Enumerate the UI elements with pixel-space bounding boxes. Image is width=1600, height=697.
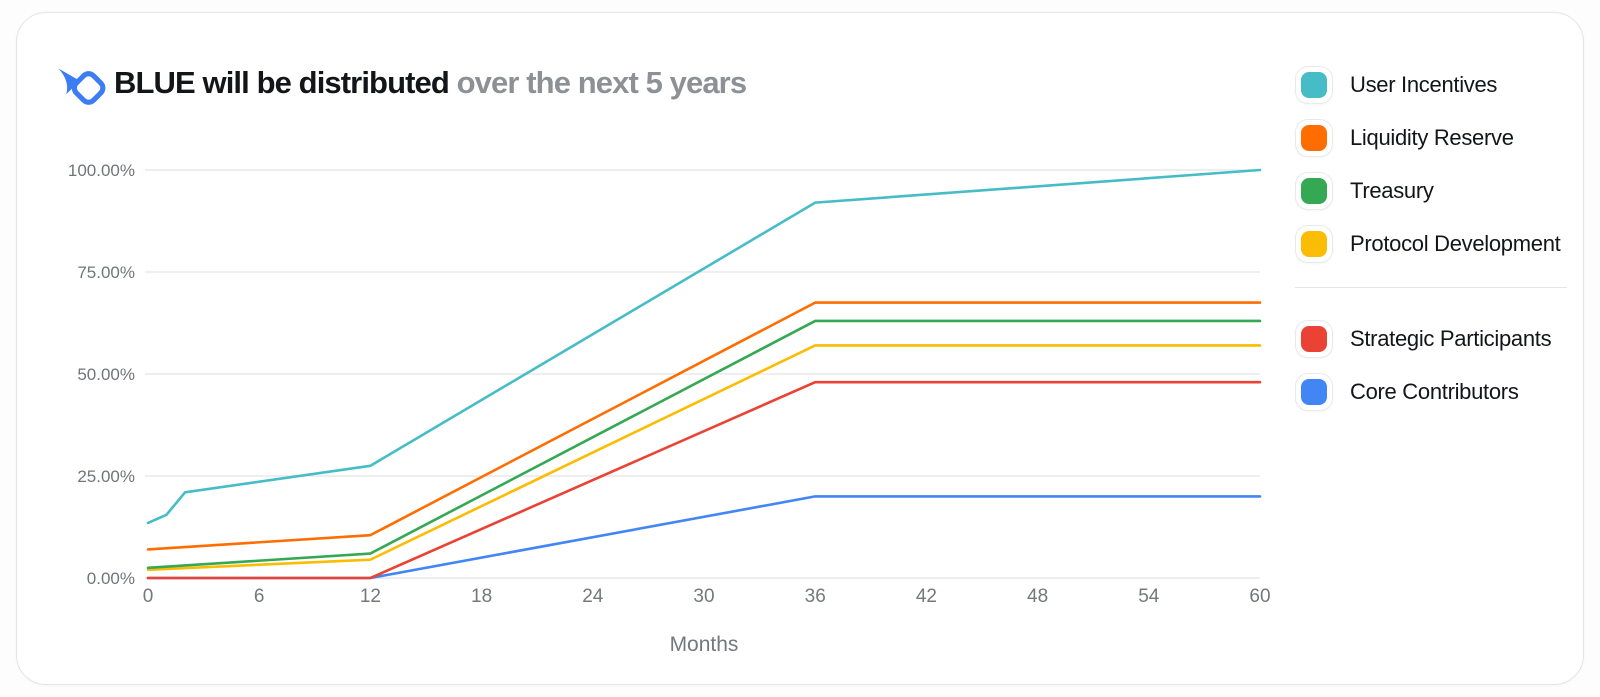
x-axis-title: Months	[670, 633, 739, 656]
y-axis-tick-label: 100.00%	[68, 161, 135, 180]
page-title: BLUE will be distributed over the next 5…	[114, 65, 747, 101]
x-axis-tick-label: 12	[360, 586, 381, 607]
x-axis-tick-label: 24	[582, 586, 604, 607]
legend-item-label: Strategic Participants	[1350, 326, 1552, 351]
x-axis-tick-label: 18	[471, 586, 492, 607]
series-line-protocol-development	[146, 344, 1262, 572]
legend-swatch-icon	[1295, 119, 1333, 157]
chart-legend: User Incentives Liquidity Reserve Treasu…	[1295, 66, 1567, 426]
legend-item-treasury[interactable]: Treasury	[1295, 172, 1567, 210]
legend-swatch-icon	[1295, 373, 1333, 411]
series-line-strategic-participants	[146, 380, 1262, 580]
series-line-user-incentives	[146, 168, 1262, 525]
y-axis-tick-label: 75.00%	[77, 263, 135, 282]
legend-item-label: Treasury	[1350, 178, 1434, 203]
legend-swatch-icon	[1295, 66, 1333, 104]
x-axis-tick-label: 48	[1027, 586, 1048, 607]
legend-item-core-contributors[interactable]: Core Contributors	[1295, 373, 1567, 411]
legend-item-label: Core Contributors	[1350, 379, 1519, 404]
series-line-liquidity-reserve	[146, 301, 1262, 551]
legend-item-label: User Incentives	[1350, 72, 1498, 97]
title-muted: over the next 5 years	[448, 65, 747, 100]
x-axis-tick-label: 42	[916, 586, 937, 607]
legend-group-divider	[1295, 287, 1567, 288]
legend-item-liquidity-reserve[interactable]: Liquidity Reserve	[1295, 119, 1567, 157]
series-line-core-contributors	[146, 495, 1262, 580]
title-emphasis: BLUE will be distributed	[114, 65, 450, 100]
bluefin-fish-icon	[55, 63, 111, 113]
legend-item-label: Protocol Development	[1350, 231, 1561, 256]
x-axis-tick-label: 30	[693, 586, 714, 607]
legend-item-label: Liquidity Reserve	[1350, 125, 1514, 150]
line-chart-plot: 0.00% 25.00% 50.00% 75.00% 100.00% 0 6 12 18 24 30…	[68, 161, 1271, 656]
legend-swatch-icon	[1295, 320, 1333, 358]
x-axis-tick-label: 60	[1249, 586, 1270, 607]
series-line-treasury	[146, 319, 1262, 570]
legend-swatch-icon	[1295, 172, 1333, 210]
x-axis-tick-label: 0	[143, 586, 154, 607]
x-axis-tick-label: 6	[254, 586, 265, 607]
x-axis-tick-label: 54	[1138, 586, 1160, 607]
chart-card: BLUE will be distributed over the next 5…	[16, 12, 1584, 685]
legend-swatch-icon	[1295, 225, 1333, 263]
legend-item-protocol-development[interactable]: Protocol Development	[1295, 225, 1567, 263]
y-axis-tick-label: 50.00%	[77, 365, 135, 384]
x-axis-tick-label: 36	[805, 586, 826, 607]
y-axis-tick-label: 0.00%	[87, 569, 135, 588]
legend-item-user-incentives[interactable]: User Incentives	[1295, 66, 1567, 104]
legend-item-strategic-participants[interactable]: Strategic Participants	[1295, 320, 1567, 358]
y-axis-tick-label: 25.00%	[77, 467, 135, 486]
